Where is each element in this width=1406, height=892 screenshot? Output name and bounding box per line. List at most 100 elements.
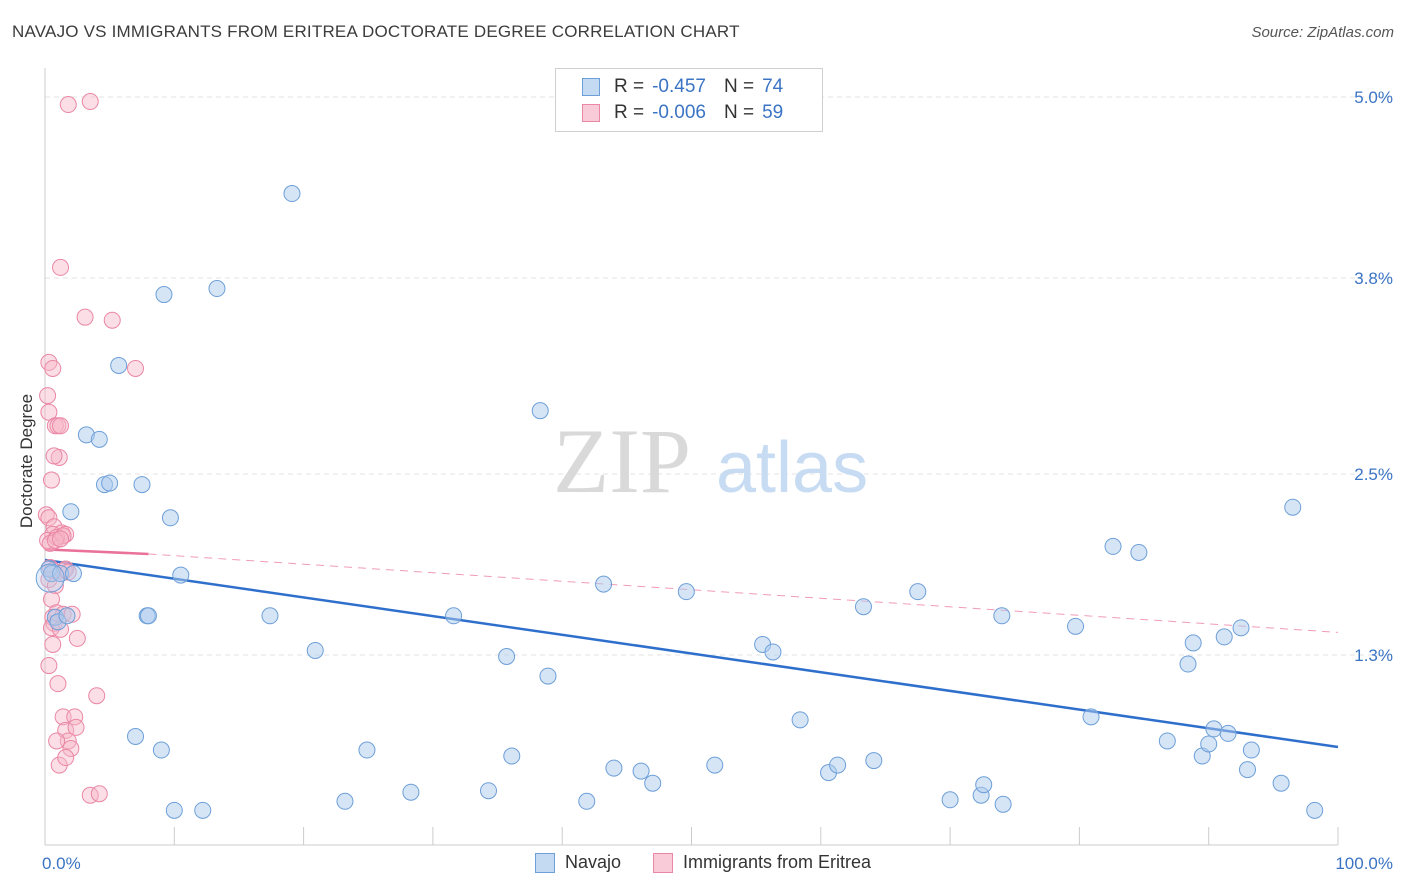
navajo-point-41: [677, 583, 695, 601]
grid-lines: [45, 96, 1395, 656]
legend-label-eritrea: Immigrants from Eritrea: [682, 852, 872, 872]
eritrea-point-53: [62, 740, 80, 758]
eritrea-point-47: [88, 687, 106, 705]
eritrea-point-58: [90, 785, 108, 803]
y-tick-label-2: 3.8%: [1354, 269, 1393, 288]
navajo-point-21: [172, 566, 190, 584]
legend-swatch-eritrea: [582, 104, 600, 122]
navajo-point-42: [706, 756, 724, 774]
navajo-point-30: [445, 607, 463, 625]
eritrea-point-45: [40, 657, 58, 675]
y-tick-labels: 1.3% 2.5% 3.8% 5.0%: [1354, 88, 1393, 665]
eritrea-point-48: [54, 708, 72, 726]
eritrea-point-2: [52, 258, 70, 276]
eritrea-point-27: [52, 530, 70, 548]
eritrea-point-9: [40, 403, 58, 421]
navajo-point-37: [595, 575, 613, 593]
legend-r-key: R =: [614, 102, 645, 123]
navajo-point-26: [306, 641, 324, 659]
eritrea-trend-extension: [148, 553, 1339, 633]
navajo-point-65: [1205, 720, 1223, 738]
navajo-point-31: [479, 782, 497, 800]
navajo-point-39: [632, 762, 650, 780]
navajo-point-15: [155, 286, 173, 304]
navajo-point-53: [975, 776, 993, 794]
navajo-trend-line: [44, 558, 1339, 749]
navajo-point-4: [58, 607, 76, 625]
correlation-legend: R = -0.457 N = 74 R = -0.006 N = 59: [555, 68, 823, 132]
navajo-point-36: [578, 792, 596, 810]
eritrea-point-15: [42, 471, 60, 489]
navajo-point-23: [208, 280, 226, 298]
navajo-point-73: [1306, 801, 1324, 819]
navajo-point-7: [62, 503, 80, 521]
navajo-point-58: [1104, 537, 1122, 555]
watermark-zip: ZIP: [553, 410, 691, 512]
navajo-point-40: [644, 774, 662, 792]
navajo-point-20: [165, 801, 183, 819]
eritrea-point-12: [52, 417, 70, 435]
navajo-point-61: [1179, 655, 1197, 673]
navajo-point-70: [1242, 741, 1260, 759]
trend-lines: [44, 548, 1339, 749]
navajo-point-69: [1238, 761, 1256, 779]
navajo-point-16: [161, 509, 179, 527]
eritrea-point-8: [39, 387, 57, 405]
legend-r-value-navajo: -0.457: [652, 76, 706, 97]
eritrea-trend-line: [44, 548, 149, 556]
navajo-point-50: [909, 583, 927, 601]
legend-row-eritrea: R = -0.006 N = 59: [582, 101, 783, 125]
axes: [44, 68, 1339, 846]
navajo-point-57: [1082, 708, 1100, 726]
eritrea-point-1: [81, 93, 99, 111]
legend-n-key: N =: [723, 102, 755, 123]
eritrea-point-51: [67, 718, 85, 736]
eritrea-point-54: [48, 732, 66, 750]
navajo-point-18: [152, 741, 170, 759]
navajo-point-14: [133, 476, 151, 494]
navajo-point-62: [1184, 634, 1202, 652]
y-axis-label: Doctorate Degree: [17, 394, 36, 528]
navajo-point-6: [64, 565, 82, 583]
navajo-point-66: [1215, 628, 1233, 646]
navajo-point-44: [764, 643, 782, 661]
data-points: [35, 93, 1324, 819]
y-tick-label-3: 5.0%: [1354, 88, 1393, 107]
navajo-point-27: [336, 792, 354, 810]
navajo-point-19: [139, 607, 157, 625]
legend-r-value-eritrea: -0.006: [652, 102, 706, 123]
legend-n-value-navajo: 74: [762, 76, 784, 97]
eritrea-point-57: [81, 786, 99, 804]
navajo-point-22: [194, 801, 212, 819]
watermark-atlas: atlas: [716, 428, 868, 508]
legend-swatch-eritrea: [652, 852, 673, 873]
navajo-point-9: [90, 430, 108, 448]
eritrea-point-14: [45, 447, 63, 465]
navajo-point-33: [503, 747, 521, 765]
navajo-point-48: [854, 598, 872, 616]
navajo-point-49: [865, 752, 883, 770]
legend-swatch-navajo: [534, 852, 555, 873]
y-tick-label-1: 2.5%: [1354, 465, 1393, 484]
legend-n-key: N =: [723, 76, 755, 97]
eritrea-point-24: [54, 527, 72, 545]
navajo-point-12: [110, 356, 128, 374]
legend-item-navajo: Navajo: [534, 852, 621, 873]
eritrea-point-44: [68, 629, 86, 647]
series-legend: Navajo Immigrants from Eritrea: [0, 852, 1406, 873]
navajo-point-35: [539, 667, 557, 685]
eritrea-point-16: [37, 506, 55, 524]
navajo-point-cluster: [35, 563, 65, 593]
legend-swatch-navajo: [582, 78, 600, 96]
navajo-point-34: [531, 402, 549, 420]
navajo-point-64: [1200, 735, 1218, 753]
eritrea-point-3: [76, 308, 94, 326]
eritrea-point-43: [44, 635, 62, 653]
x-tick-label-min: 0.0%: [42, 854, 81, 873]
eritrea-point-56: [57, 749, 75, 767]
eritrea-point-0: [59, 96, 77, 114]
eritrea-point-7: [127, 359, 145, 377]
legend-n-value-eritrea: 59: [762, 102, 784, 123]
navajo-point-11: [101, 474, 119, 492]
legend-r-key: R =: [614, 76, 645, 97]
